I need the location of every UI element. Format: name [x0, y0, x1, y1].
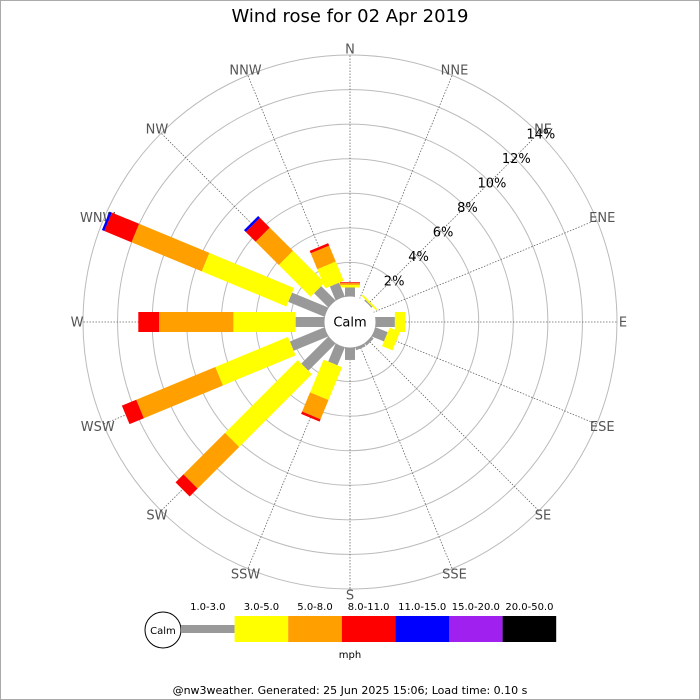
bar-segment [345, 347, 355, 360]
bar-segment [314, 286, 336, 308]
bar-segment [364, 336, 374, 346]
bar-segment [225, 360, 312, 447]
bar-segment [175, 474, 198, 497]
legend-label: 8.0-11.0 [348, 602, 390, 613]
bar-segment [243, 215, 260, 232]
spoke [367, 132, 540, 305]
legend-swatch [288, 616, 342, 642]
legend-calm-label: Calm [150, 626, 176, 637]
legend-swatch [449, 616, 503, 642]
chart-title: Wind rose for 02 Apr 2019 [232, 6, 469, 27]
spoke [359, 344, 453, 569]
bar-segment [183, 432, 240, 489]
legend-label: 3.0-5.0 [244, 602, 279, 613]
bar-segment [361, 294, 378, 311]
bar-segment [138, 312, 160, 332]
bar-segment [301, 336, 336, 371]
bar-segment [295, 317, 325, 327]
legend-swatch [234, 616, 289, 642]
bar-segment [288, 292, 329, 318]
bar-segment [104, 212, 140, 243]
bar-segment [328, 343, 346, 366]
bar-segment [136, 366, 223, 419]
legend-label: 11.0-15.0 [398, 602, 446, 613]
bar-segment [345, 287, 355, 297]
bar-segment [278, 250, 325, 297]
footer: @nw3weather. Generated: 25 Jun 2025 15:0… [173, 684, 528, 697]
bar-segment [382, 327, 401, 351]
bar-segment [233, 312, 296, 332]
bar-segment [131, 223, 210, 272]
bar-segment [375, 317, 395, 327]
direction-label: NNE [441, 63, 469, 78]
direction-label: WSW [81, 420, 115, 435]
direction-label: SSE [442, 568, 467, 583]
spoke [367, 339, 540, 512]
direction-label: W [71, 316, 84, 331]
bar-segment [301, 411, 321, 422]
spoke [372, 331, 597, 425]
direction-label: NNW [229, 63, 261, 78]
bar-segment [159, 312, 234, 332]
bar-segment [394, 312, 406, 332]
bar-segment [364, 299, 373, 308]
legend-swatch [341, 616, 396, 642]
bar-segment [121, 399, 144, 425]
radial-tick-label: 6% [433, 225, 454, 240]
direction-label: SSW [231, 568, 261, 583]
bar-segment [340, 282, 360, 284]
bar-segment [310, 245, 336, 270]
bar-segment [340, 284, 360, 288]
bar-segment [215, 336, 296, 386]
direction-label: N [345, 43, 355, 58]
bar-segment [340, 283, 360, 285]
spoke [359, 75, 453, 300]
legend-label: 20.0-50.0 [505, 602, 553, 613]
bar-segment [101, 211, 112, 232]
radial-tick-label: 2% [384, 274, 405, 289]
direction-label: ENE [589, 211, 615, 226]
direction-label: SE [535, 509, 551, 524]
spoke [372, 219, 597, 313]
radial-tick-label: 4% [408, 250, 429, 265]
unit-label: mph [339, 650, 361, 661]
direction-label: S [346, 589, 354, 604]
legend-label: 5.0-8.0 [297, 602, 332, 613]
direction-label: NW [146, 122, 169, 137]
direction-label: E [619, 316, 627, 331]
bar-segment [302, 392, 329, 420]
direction-label: SW [146, 509, 167, 524]
radial-tick-label: 14% [526, 128, 555, 143]
direction-label: NE [534, 122, 552, 137]
legend-swatch [502, 616, 557, 642]
calm-circle [324, 296, 376, 348]
radial-tick-label: 10% [477, 177, 506, 192]
bar-segment [255, 227, 293, 265]
bar-segment [310, 359, 343, 401]
bar-segment [201, 252, 294, 307]
legend-label: 1.0-3.0 [190, 602, 225, 613]
bar-segment [289, 326, 329, 351]
bar-segment [371, 326, 388, 342]
radial-tick-label: 8% [457, 201, 478, 216]
radial-tick-label: 12% [502, 152, 531, 167]
legend-swatch [181, 625, 235, 633]
bar-segment [317, 261, 344, 289]
calm-label: Calm [333, 316, 366, 331]
legend-swatch [395, 616, 449, 642]
bar-segment [245, 217, 270, 242]
legend-label: 15.0-20.0 [452, 602, 500, 613]
bar-segment [329, 282, 346, 301]
grid-ring [82, 54, 618, 590]
bar-segment [354, 343, 366, 351]
bar-segment [309, 243, 330, 254]
direction-label: ESE [590, 420, 615, 435]
